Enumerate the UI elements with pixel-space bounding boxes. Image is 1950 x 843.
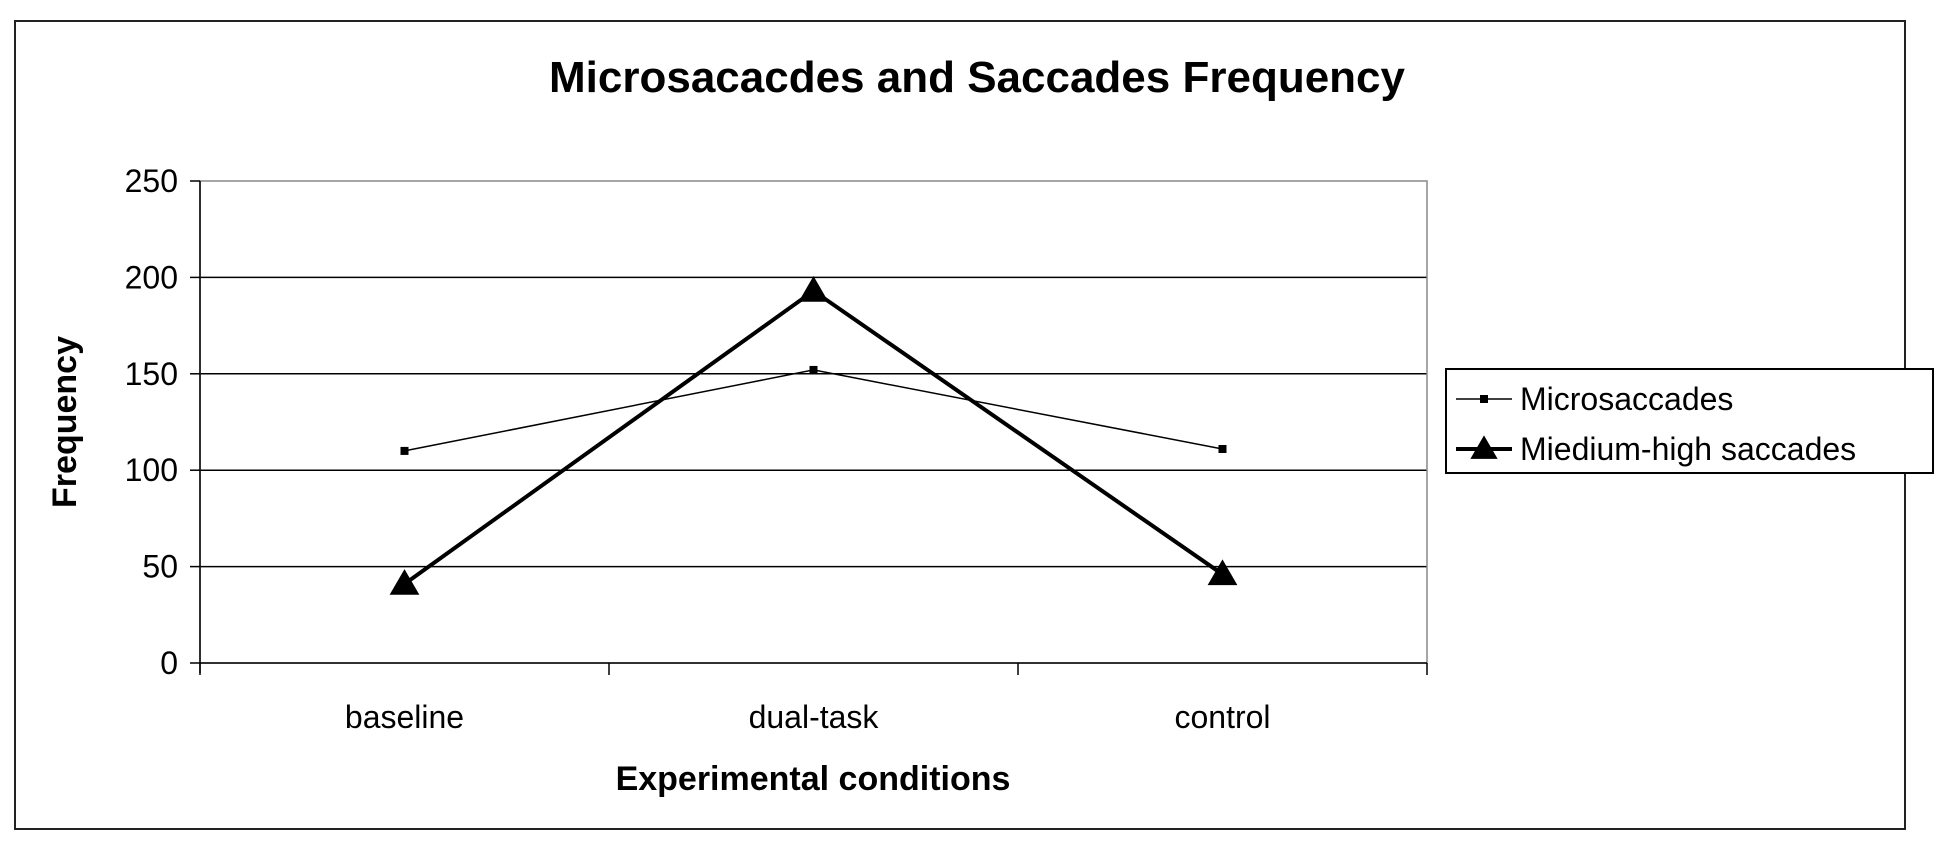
series-layer [389, 276, 1238, 595]
legend-label-0: Microsaccades [1520, 381, 1733, 417]
axis-layer: 0 50 100 150 200 250 baseline dual-task control [125, 163, 1428, 735]
data-point-0-baseline [400, 446, 409, 455]
plot-area [199, 180, 1428, 664]
data-point-0-dual-task [809, 365, 818, 374]
y-tick-label: 250 [125, 163, 178, 199]
data-point-1-baseline [389, 569, 420, 595]
series-line-1 [403, 288, 1224, 586]
x-tick-label-control: control [1174, 699, 1270, 735]
data-point-1-dual-task [798, 276, 829, 302]
legend-box [1445, 368, 1934, 474]
series-0 [400, 365, 1227, 455]
y-axis-title: Frequency [46, 336, 84, 508]
y-tick-label: 50 [142, 549, 178, 585]
data-point-1-control [1207, 559, 1238, 586]
y-tick-label: 0 [160, 645, 178, 681]
x-axis-title: Experimental conditions [616, 760, 1011, 798]
chart-title: Microsacacdes and Saccades Frequency [549, 53, 1406, 102]
data-point-0-control [1218, 444, 1227, 453]
legend: Microsaccades Miedium-high saccades [1445, 368, 1934, 474]
x-tick-label-baseline: baseline [345, 699, 464, 735]
series-1 [389, 276, 1238, 595]
y-tick-label: 150 [125, 356, 178, 392]
series-line-0 [404, 369, 1223, 452]
legend-marker-1 [1470, 435, 1498, 459]
grid-layer [200, 276, 1427, 568]
legend-marker-0 [1480, 395, 1488, 403]
x-tick-label-dual-task: dual-task [749, 699, 880, 735]
legend-label-1: Miedium-high saccades [1520, 431, 1856, 467]
y-tick-label: 200 [125, 259, 178, 295]
y-tick-label: 100 [125, 452, 178, 488]
